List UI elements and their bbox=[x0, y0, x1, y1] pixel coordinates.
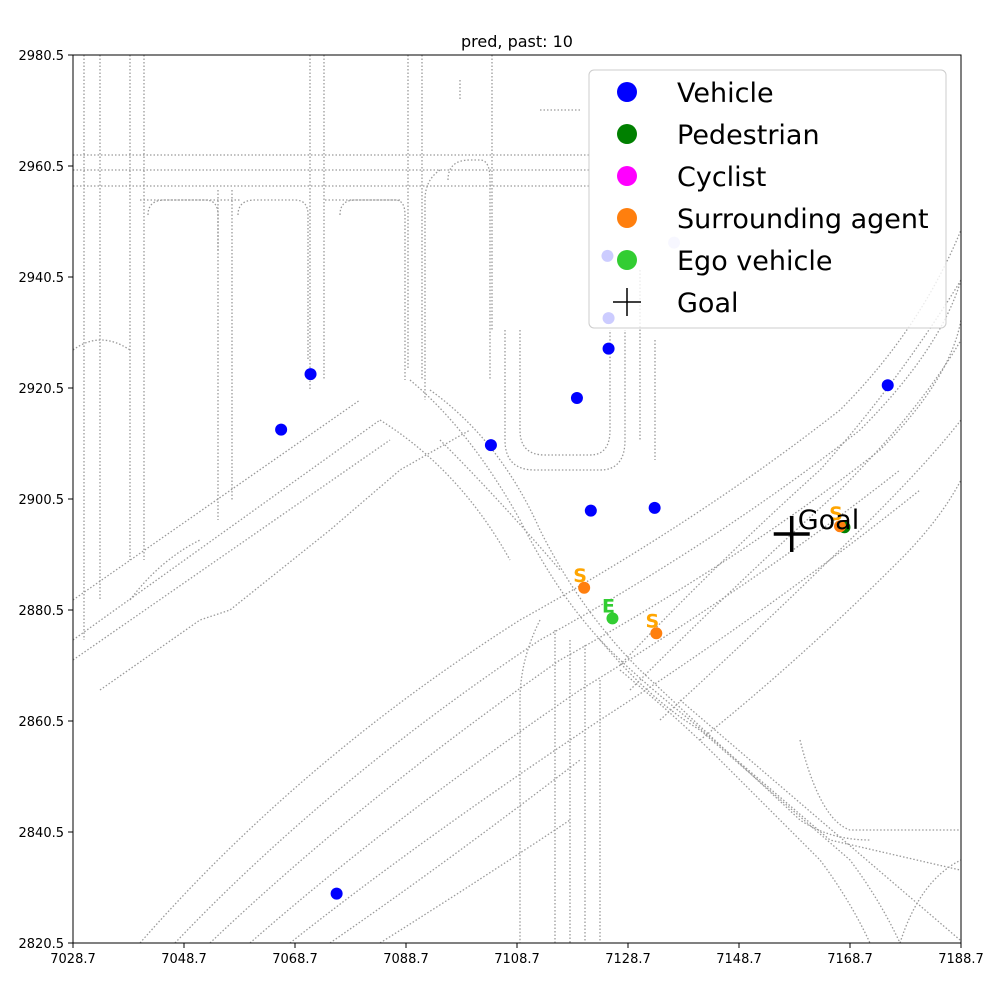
agent-point bbox=[834, 520, 847, 533]
agent-point bbox=[648, 501, 661, 514]
x-tick-label: 7148.7 bbox=[716, 952, 762, 967]
y-tick-label: 2820.5 bbox=[19, 937, 65, 952]
agent-point bbox=[275, 423, 288, 436]
legend-marker bbox=[617, 250, 637, 270]
x-tick-label: 7088.7 bbox=[383, 952, 429, 967]
y-tick-label: 2900.5 bbox=[19, 493, 65, 508]
road-map-layer bbox=[73, 55, 961, 943]
road-line bbox=[519, 619, 541, 943]
legend-label: Goal bbox=[677, 288, 739, 319]
legend-box bbox=[588, 69, 947, 329]
y-tick-label: 2940.5 bbox=[19, 271, 65, 286]
legend-label: Surrounding agent bbox=[677, 204, 929, 235]
road-line bbox=[799, 739, 960, 831]
road-line bbox=[409, 379, 961, 871]
legend-label: Cyclist bbox=[677, 162, 766, 193]
road-line bbox=[429, 389, 871, 841]
road-line bbox=[174, 279, 961, 943]
road-line bbox=[73, 399, 361, 601]
y-tick-label: 2980.5 bbox=[19, 49, 65, 64]
road-line bbox=[504, 330, 626, 471]
road-line bbox=[339, 199, 406, 380]
x-tick-label: 7028.7 bbox=[50, 952, 96, 967]
agent-point bbox=[570, 391, 583, 404]
y-tick-label: 2960.5 bbox=[19, 160, 65, 175]
road-line bbox=[209, 319, 961, 943]
agent-point bbox=[602, 342, 615, 355]
x-tick-label: 7128.7 bbox=[605, 952, 651, 967]
agent-marker-letter: S bbox=[573, 565, 587, 587]
road-line bbox=[379, 419, 511, 561]
x-tick-label: 7168.7 bbox=[827, 952, 873, 967]
road-line bbox=[249, 469, 901, 943]
legend-label: Pedestrian bbox=[677, 120, 820, 151]
legend-marker bbox=[617, 166, 637, 186]
agent-point bbox=[584, 504, 597, 517]
road-line bbox=[619, 669, 871, 943]
x-tick-label: 7048.7 bbox=[161, 952, 207, 967]
road-line bbox=[447, 159, 491, 380]
agent-marker-letter: S bbox=[645, 610, 659, 632]
y-tick-label: 2860.5 bbox=[19, 715, 65, 730]
road-line bbox=[129, 539, 201, 601]
road-line bbox=[73, 439, 391, 661]
legend-marker bbox=[617, 208, 637, 228]
legend-label: Ego vehicle bbox=[677, 246, 832, 277]
road-line bbox=[99, 429, 471, 691]
agent-point bbox=[881, 379, 894, 392]
x-tick-label: 7188.7 bbox=[938, 952, 984, 967]
road-line bbox=[424, 169, 441, 400]
goal-label: Goal bbox=[798, 505, 860, 536]
road-line bbox=[139, 229, 961, 943]
road-line bbox=[699, 479, 961, 741]
chart-title: pred, past: 10 bbox=[461, 32, 573, 51]
agent-point bbox=[578, 581, 591, 594]
axes: 7028.7 7048.7 7068.7 7088.7 7108.7 7128.7 7148… bbox=[19, 49, 984, 967]
agent-point bbox=[304, 368, 317, 381]
legend: Vehicle Pedestrian Cyclist Surrounding agen… bbox=[588, 69, 947, 329]
y-tick-label: 2840.5 bbox=[19, 826, 65, 841]
agent-point bbox=[484, 439, 497, 452]
agent-point bbox=[330, 887, 343, 900]
road-line bbox=[379, 819, 571, 943]
legend-marker bbox=[617, 82, 637, 102]
agent-point bbox=[606, 612, 619, 625]
x-tick-label: 7108.7 bbox=[494, 952, 540, 967]
y-tick-label: 2880.5 bbox=[19, 604, 65, 619]
agent-marker-letter: S bbox=[829, 503, 843, 525]
x-tick-label: 7068.7 bbox=[272, 952, 318, 967]
legend-marker bbox=[617, 124, 637, 144]
agent-marker-letter: E bbox=[602, 595, 615, 617]
road-line bbox=[629, 339, 961, 691]
road-line bbox=[599, 639, 901, 943]
agent-point bbox=[650, 627, 663, 640]
y-tick-label: 2920.5 bbox=[19, 382, 65, 397]
road-lines bbox=[73, 55, 961, 943]
road-line bbox=[659, 419, 961, 721]
road-line bbox=[439, 439, 561, 571]
legend-label: Vehicle bbox=[677, 78, 774, 109]
